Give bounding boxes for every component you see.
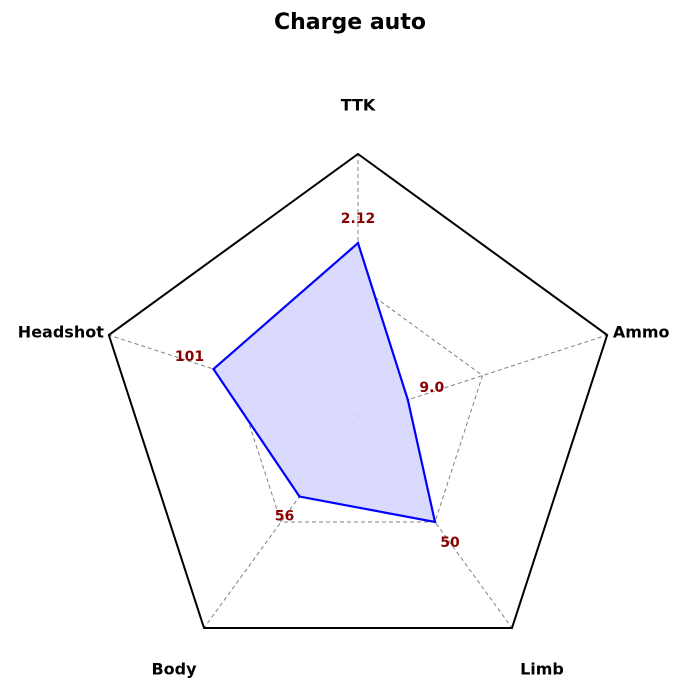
- grid-ring: [232, 284, 484, 523]
- value-label-ammo: 9.0: [419, 380, 444, 396]
- label-layer: TTK Ammo Limb Body Headshot 2.12 9.0 50 56 101: [18, 96, 670, 679]
- axis-label-limb: Limb: [520, 659, 564, 678]
- data-point-limb: [433, 520, 437, 524]
- value-label-headshot: 101: [175, 349, 204, 365]
- data-point-headshot: [212, 367, 215, 371]
- outer-frame: [107, 152, 609, 629]
- axis-label-ttk: TTK: [341, 96, 376, 115]
- value-label-body: 56: [275, 509, 294, 525]
- data-point-ttk: [356, 241, 360, 245]
- axis-label-ammo: Ammo: [613, 323, 670, 342]
- value-label-ttk: 2.12: [341, 211, 376, 227]
- chart-title: Charge auto: [274, 10, 426, 35]
- data-layer: [212, 241, 437, 524]
- axis-label-headshot: Headshot: [18, 323, 104, 342]
- data-point-body: [298, 495, 301, 498]
- series-area: [212, 241, 437, 524]
- value-label-limb: 50: [440, 535, 460, 551]
- axis-label-body: Body: [151, 659, 197, 678]
- data-point-ammo: [406, 398, 410, 402]
